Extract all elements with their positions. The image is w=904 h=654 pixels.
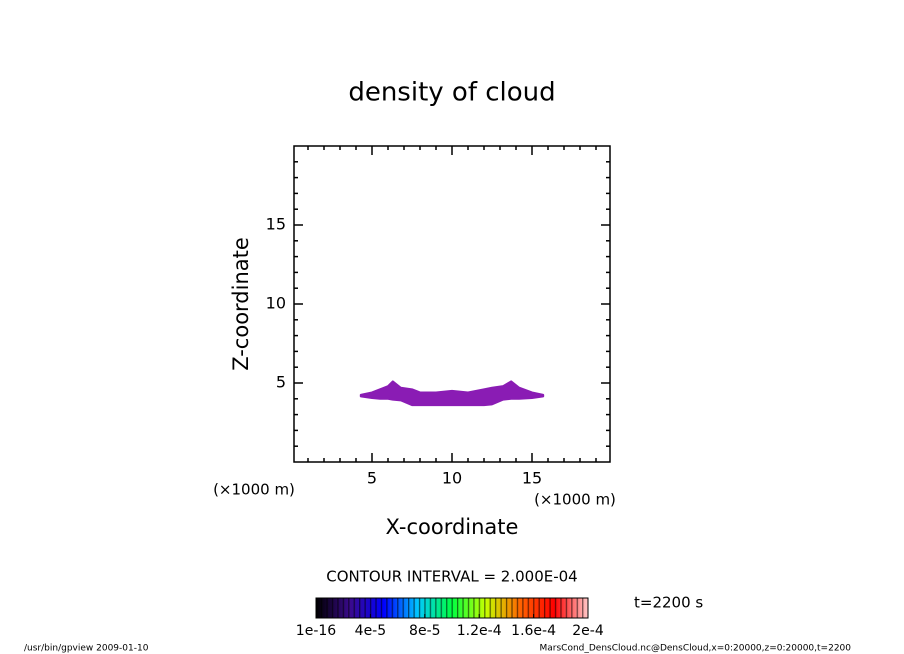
y-tick-label: 10 — [266, 294, 286, 313]
colorbar-label: 1e-16 — [296, 623, 336, 639]
colorbar-frame — [315, 597, 589, 619]
y-units: (×1000 m) — [213, 481, 295, 499]
plot-frame — [293, 145, 611, 463]
contour-interval: CONTOUR INTERVAL = 2.000E-04 — [326, 568, 577, 586]
x-units: (×1000 m) — [534, 491, 616, 509]
y-tick-label: 5 — [276, 373, 286, 392]
x-tick-label: 5 — [367, 469, 377, 488]
time-label: t=2200 s — [634, 594, 703, 612]
contour-fill — [359, 380, 545, 407]
colorbar-label: 2e-4 — [572, 623, 604, 639]
y-tick-label: 15 — [266, 215, 286, 234]
colorbar-stripes — [316, 598, 588, 618]
colorbar-label: 1.2e-4 — [457, 623, 502, 639]
x-tick-label: 15 — [522, 469, 542, 488]
x-axis-label: X-coordinate — [386, 515, 519, 539]
colorbar-label: 4e-5 — [355, 623, 386, 639]
colorbar-label: 1.6e-4 — [511, 623, 556, 639]
y-axis-label: Z-coordinate — [229, 237, 253, 371]
colorbar-label: 8e-5 — [409, 623, 440, 639]
chart-title: density of cloud — [348, 78, 555, 108]
footer-left: /usr/bin/gpview 2009-01-10 — [24, 644, 149, 654]
footer-right: MarsCond_DensCloud.nc@DensCloud,x=0:2000… — [540, 644, 852, 654]
x-tick-label: 10 — [442, 469, 462, 488]
